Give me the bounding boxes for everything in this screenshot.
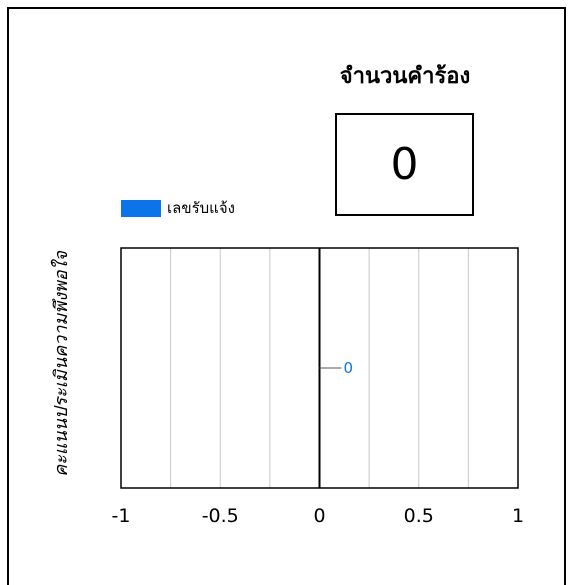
x-tick-label: -0.5 (202, 505, 239, 527)
request-count-value: 0 (335, 113, 474, 216)
data-marks: 0 (319, 359, 354, 377)
card-frame (7, 7, 566, 585)
request-count-title: จำนวนคำร้อง (339, 64, 471, 89)
x-tick-label: -1 (112, 505, 131, 527)
x-tick-label: 0 (313, 505, 325, 527)
data-label: 0 (344, 359, 354, 377)
legend-label: เลขรับแจ้ง (167, 199, 235, 217)
x-tick-labels: -1 -0.5 0 0.5 1 (112, 505, 525, 527)
x-tick-label: 1 (512, 505, 524, 527)
legend-swatch (121, 199, 161, 217)
x-tick-label: 0.5 (404, 505, 434, 527)
chart-legend: เลขรับแจ้ง (121, 198, 235, 218)
